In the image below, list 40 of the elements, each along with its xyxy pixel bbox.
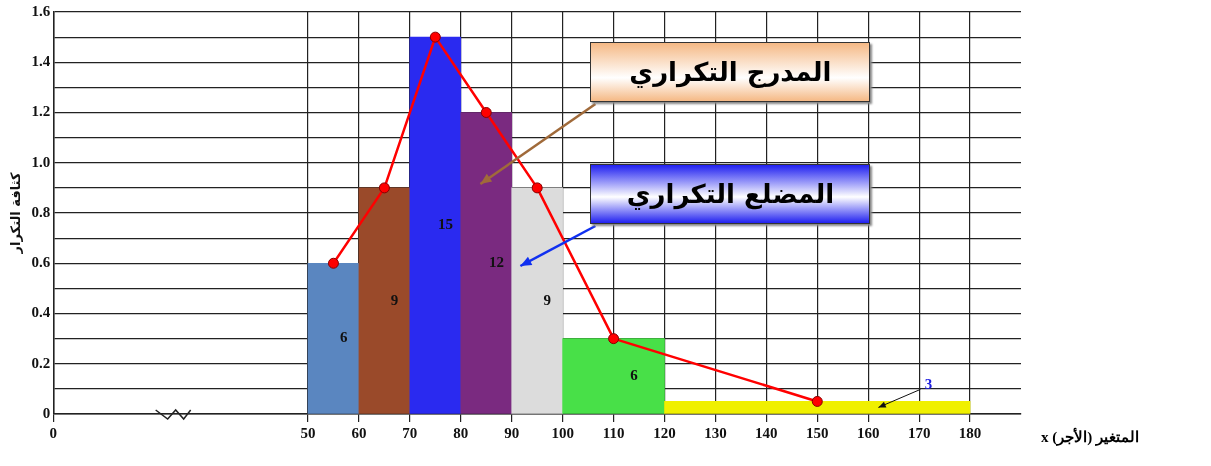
- y-tick-label: 0.6: [31, 254, 51, 271]
- y-tick-label: 0.2: [31, 354, 51, 371]
- point: [378, 182, 390, 194]
- x-tick-label: 70: [402, 424, 418, 441]
- y-axis-title: كثافة التكرار: [8, 172, 24, 255]
- y-tick-label: 0.8: [31, 203, 51, 220]
- x-tick-label: 100: [551, 424, 574, 441]
- y-tick-label: 1.0: [31, 153, 51, 170]
- annotation: 15: [438, 216, 453, 233]
- annotation: المضلع التكراري: [590, 164, 871, 224]
- annotation: المدرج التكراري: [590, 42, 871, 102]
- point: [811, 395, 823, 407]
- point: [480, 107, 492, 118]
- x-tick-label: 110: [602, 424, 625, 441]
- annotation: 12: [488, 253, 504, 270]
- point: [429, 31, 441, 43]
- point: [327, 257, 339, 269]
- y-tick-label: 1.2: [31, 103, 51, 120]
- x-tick-label: 50: [300, 424, 316, 441]
- y-tick-label: 1.6: [31, 2, 51, 19]
- x-tick-label: 130: [704, 424, 727, 441]
- point: [608, 333, 620, 345]
- annotation: 9: [543, 291, 552, 308]
- x-tick-label: 160: [856, 424, 880, 441]
- x-tick-label: 150: [806, 424, 829, 441]
- y-tick-label: 1.4: [31, 53, 51, 70]
- annotation: 9: [390, 291, 399, 308]
- y-tick-label: 0.4: [31, 304, 51, 321]
- annotation: 6: [630, 366, 639, 383]
- x-tick-label: 60: [351, 424, 367, 441]
- annotation: 6: [339, 329, 348, 346]
- point: [531, 182, 543, 194]
- x-axis-title: المتغير (الأجر) x: [1041, 428, 1139, 446]
- x-tick-label: 80: [453, 424, 469, 441]
- x-tick-label: 180: [958, 424, 982, 441]
- x-tick-label: 140: [755, 424, 778, 441]
- x-tick-label: 170: [907, 424, 931, 441]
- x-tick-label: 120: [653, 424, 676, 441]
- x-tick-label: 90: [504, 424, 520, 441]
- y-tick-label: 0: [42, 404, 51, 421]
